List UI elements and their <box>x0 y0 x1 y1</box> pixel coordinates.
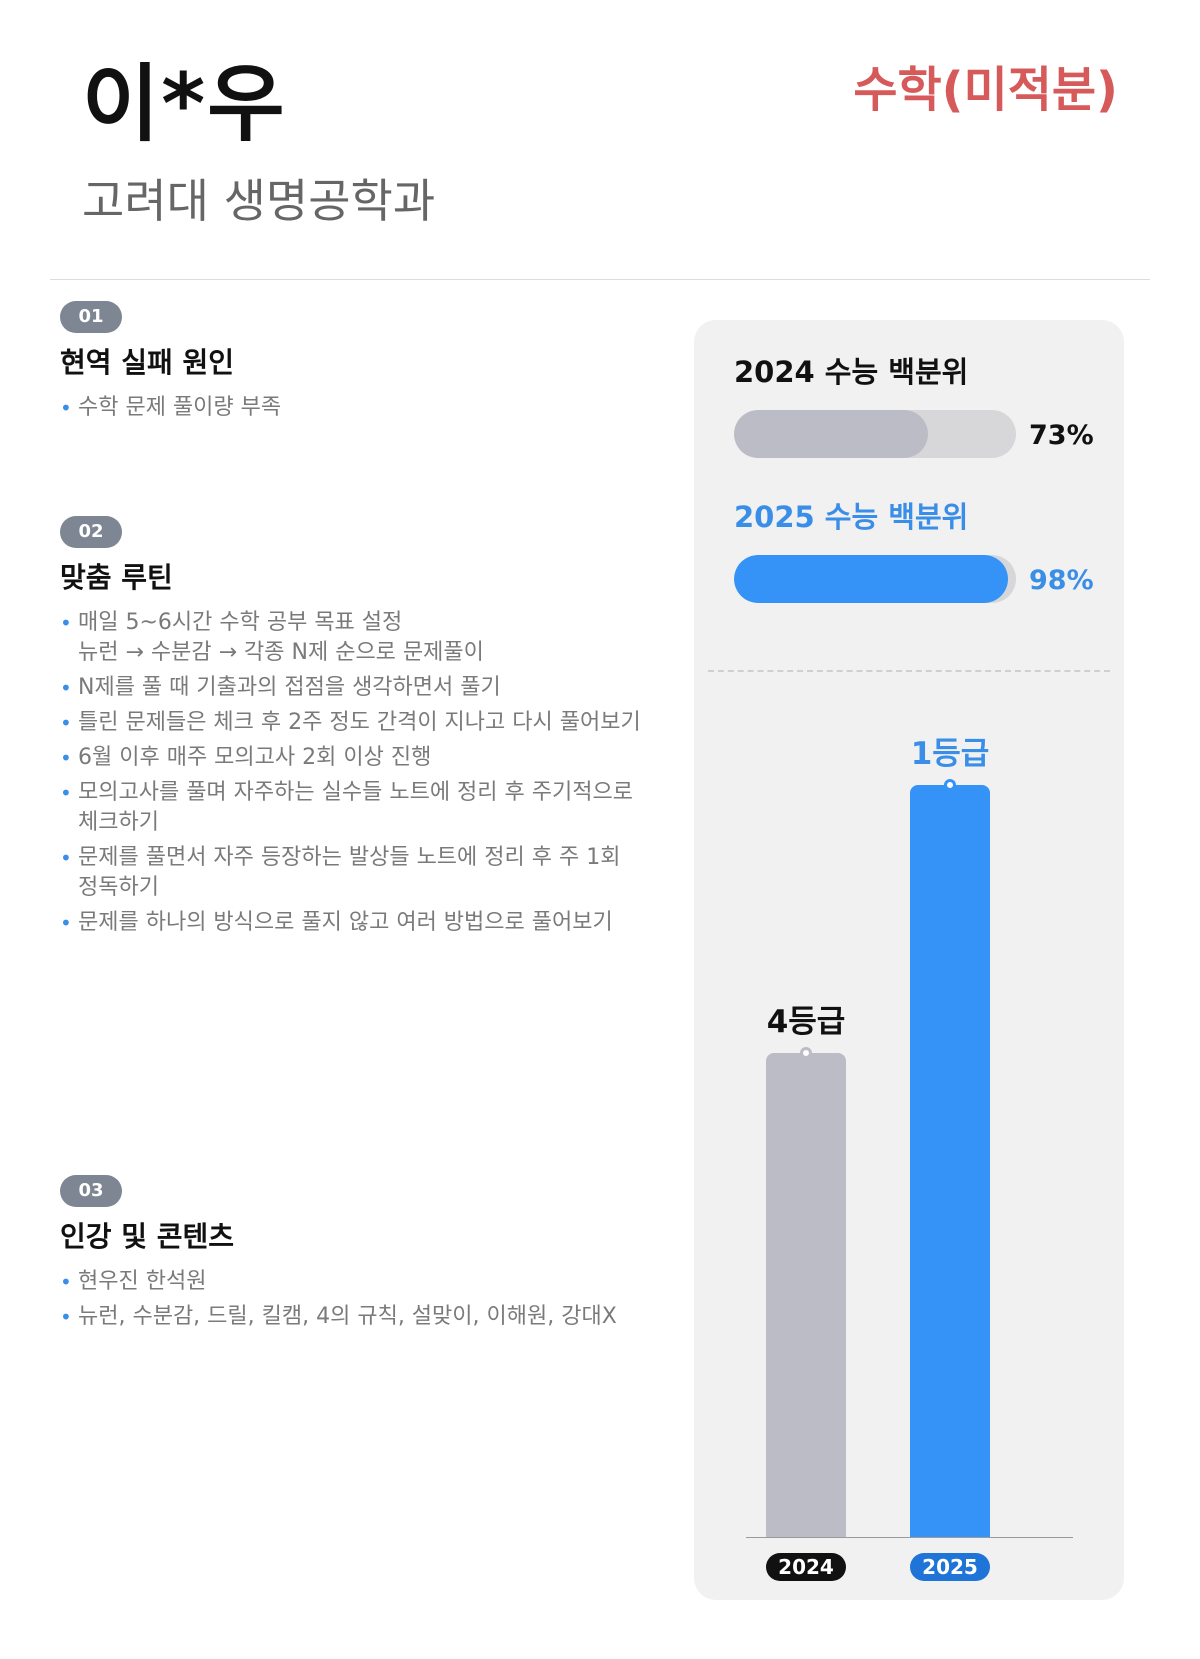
percentile-bar-2024 <box>734 410 928 458</box>
section-failure-reason: 01 현역 실패 원인 수학 문제 풀이량 부족 <box>60 301 650 428</box>
grade-bar-2025 <box>910 785 990 1537</box>
section-list: 수학 문제 풀이량 부족 <box>60 393 650 423</box>
section-title: 현역 실패 원인 <box>60 346 235 379</box>
grade-bar-2024 <box>766 1053 846 1537</box>
header-divider <box>50 279 1150 280</box>
grade-label-2025: 1등급 <box>910 736 990 772</box>
panel-dashed-divider <box>708 670 1110 672</box>
percentile-bar-2025 <box>734 555 1008 603</box>
list-item: 수학 문제 풀이량 부족 <box>60 393 650 423</box>
section-badge: 02 <box>60 516 122 548</box>
section-list: 현우진 한석원뉴런, 수분감, 드릴, 킬캠, 4의 규칙, 설맞이, 이해원,… <box>60 1267 650 1332</box>
year-tag-2025: 2025 <box>910 1553 990 1581</box>
school-department: 고려대 생명공학과 <box>82 174 436 228</box>
percentile-value-2024: 73% <box>1029 420 1094 451</box>
section-badge: 01 <box>60 301 122 333</box>
grade-marker-2024 <box>800 1047 812 1059</box>
section-badge: 03 <box>60 1175 122 1207</box>
list-item: 뉴런, 수분감, 드릴, 킬캠, 4의 규칙, 설맞이, 이해원, 강대X <box>60 1302 650 1332</box>
year-tag-2024: 2024 <box>766 1553 846 1581</box>
list-item: 문제를 하나의 방식으로 풀지 않고 여러 방법으로 풀어보기 <box>60 908 650 938</box>
section-title: 인강 및 콘텐츠 <box>60 1220 235 1253</box>
list-item: 현우진 한석원 <box>60 1267 650 1297</box>
chart-baseline <box>746 1537 1073 1538</box>
subject-title: 수학(미적분) <box>853 62 1118 118</box>
grade-marker-2025 <box>944 779 956 791</box>
section-title: 맞춤 루틴 <box>60 561 173 594</box>
section-lectures-content: 03 인강 및 콘텐츠 현우진 한석원뉴런, 수분감, 드릴, 킬캠, 4의 규… <box>60 1175 650 1337</box>
percentile-value-2025: 98% <box>1029 565 1094 596</box>
grade-label-2024: 4등급 <box>766 1004 846 1040</box>
percentile-track-2024 <box>734 410 1016 458</box>
list-item: N제를 풀 때 기출과의 접점을 생각하면서 풀기 <box>60 673 650 703</box>
list-item: 틀린 문제들은 체크 후 2주 정도 간격이 지나고 다시 풀어보기 <box>60 708 650 738</box>
percentile-label-2024: 2024 수능 백분위 <box>734 355 969 389</box>
list-item: 6월 이후 매주 모의고사 2회 이상 진행 <box>60 743 650 773</box>
percentile-track-2025 <box>734 555 1016 603</box>
score-panel: 2024 수능 백분위 73% 2025 수능 백분위 98% 4등급 1등급 … <box>694 320 1124 1600</box>
student-name: 이*우 <box>82 55 287 153</box>
percentile-label-2025: 2025 수능 백분위 <box>734 500 969 534</box>
